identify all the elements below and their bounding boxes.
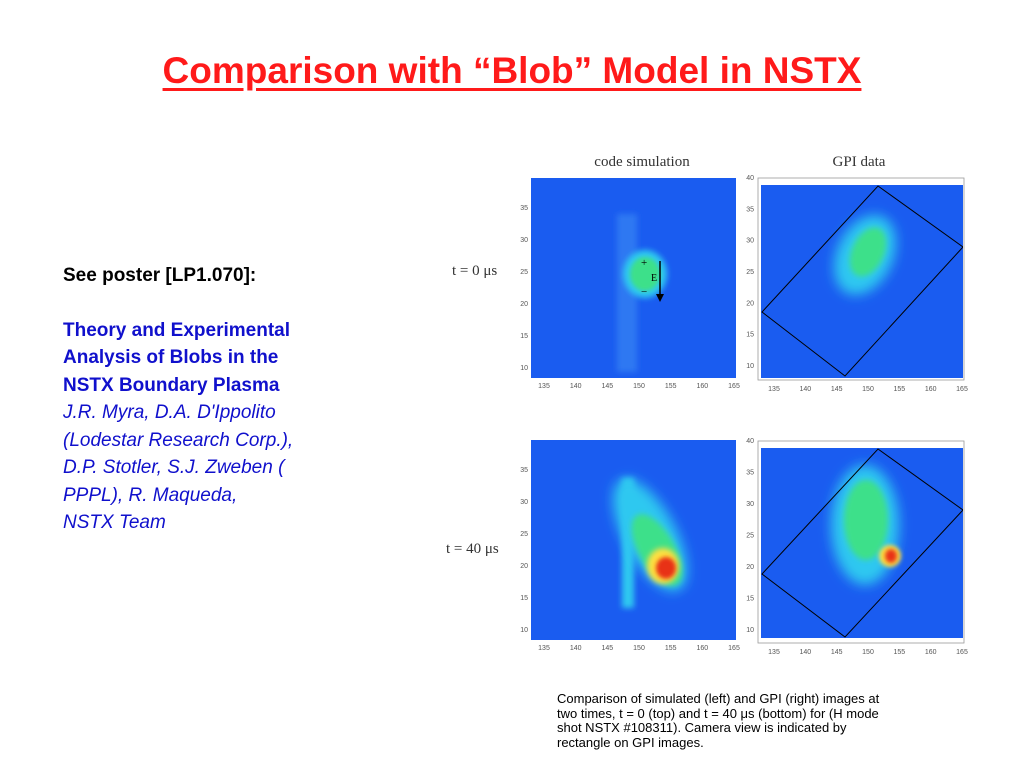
y-tick-label: 20 (746, 300, 754, 307)
y-tick-label: 25 (520, 269, 528, 276)
axis-tick-labels: 135 140 145 150 155 160 165 35 30 25 20 15 10 135 140 1… (520, 175, 968, 656)
figure-caption: Comparison of simulated (left) and GPI (… (557, 691, 935, 750)
x-tick-label: 160 (925, 386, 937, 393)
y-tick-label: 30 (746, 501, 754, 508)
x-tick-label: 140 (570, 383, 582, 390)
y-tick-label: 30 (746, 238, 754, 245)
caption-line: Comparison of simulated (left) and GPI (… (557, 691, 880, 706)
caption-line: rectangle on GPI images. (557, 734, 704, 750)
author-line: NSTX Team (63, 512, 166, 533)
x-tick-label: 165 (728, 645, 740, 652)
column-header-simulation: code simulation (594, 154, 690, 170)
y-tick-label: 15 (746, 332, 754, 339)
y-tick-label: 25 (520, 531, 528, 538)
y-tick-label: 40 (746, 438, 754, 445)
paper-title-line: NSTX Boundary Plasma (63, 374, 280, 396)
x-tick-label: 135 (538, 383, 550, 390)
author-line: D.P. Stotler, S.J. Zweben ( (63, 457, 285, 478)
minus-sign: − (641, 286, 647, 298)
x-tick-label: 140 (799, 649, 811, 656)
author-line: J.R. Myra, D.A. D'Ippolito (63, 402, 276, 423)
y-tick-label: 25 (746, 533, 754, 540)
paper-authors: J.R. Myra, D.A. D'Ippolito (Lodestar Res… (63, 399, 393, 537)
x-tick-label: 140 (570, 645, 582, 652)
caption-line: two times, t = 0 (top) and t = 40 μs (bo… (557, 705, 879, 721)
paper-title-line: Analysis of Blobs in the (63, 347, 279, 368)
x-tick-label: 155 (665, 645, 677, 652)
x-tick-label: 155 (665, 383, 677, 390)
x-tick-label: 160 (696, 645, 708, 652)
author-line: PPPL), R. Maqueda, (63, 484, 238, 506)
x-tick-label: 135 (768, 386, 780, 393)
x-tick-label: 150 (633, 383, 645, 390)
y-tick-label: 35 (746, 470, 754, 477)
y-tick-label: 30 (520, 237, 528, 244)
y-tick-label: 15 (520, 333, 528, 340)
y-tick-label: 15 (520, 595, 528, 602)
x-tick-label: 145 (831, 386, 843, 393)
x-tick-label: 165 (956, 386, 968, 393)
y-tick-label: 30 (520, 499, 528, 506)
y-tick-label: 10 (746, 627, 754, 634)
e-field-label: E (651, 273, 657, 284)
panel-gpi-t40 (757, 440, 965, 644)
author-line: (Lodestar Research Corp.), (63, 429, 294, 451)
caption-line: shot NSTX #108311). Camera view is indic… (557, 720, 847, 735)
x-tick-label: 145 (601, 645, 613, 652)
x-tick-label: 150 (862, 649, 874, 656)
y-tick-label: 20 (520, 301, 528, 308)
x-tick-label: 145 (831, 649, 843, 656)
y-tick-label: 25 (746, 269, 754, 276)
panel-gpi-t0 (757, 177, 965, 381)
poster-reference: See poster [LP1.070]: Theory and Experim… (63, 262, 393, 537)
see-poster-label: See poster [LP1.070]: (63, 265, 257, 286)
x-tick-label: 140 (799, 386, 811, 393)
panel-sim-t40 (531, 440, 736, 640)
slide-title: Comparison with “Blob” Model in NSTX (162, 50, 862, 91)
x-tick-label: 160 (925, 649, 937, 656)
x-tick-label: 145 (601, 383, 613, 390)
x-tick-label: 165 (956, 649, 968, 656)
y-tick-label: 15 (746, 596, 754, 603)
column-header-gpi: GPI data (833, 154, 886, 170)
y-tick-label: 20 (746, 564, 754, 571)
paper-title-line: Theory and Experimental (63, 319, 291, 341)
y-tick-label: 35 (520, 205, 528, 212)
panel-sim-t0: + − E (531, 178, 736, 378)
x-tick-label: 160 (696, 383, 708, 390)
x-tick-label: 155 (893, 649, 905, 656)
y-tick-label: 35 (520, 467, 528, 474)
row-label-t0: t = 0 μs (452, 263, 497, 279)
x-tick-label: 135 (768, 649, 780, 656)
paper-title: Theory and Experimental Analysis of Blob… (63, 317, 393, 400)
x-tick-label: 135 (538, 645, 550, 652)
y-tick-label: 10 (746, 363, 754, 370)
x-tick-label: 150 (862, 386, 874, 393)
y-tick-label: 35 (746, 206, 754, 213)
y-tick-label: 10 (520, 365, 528, 372)
x-tick-label: 155 (893, 386, 905, 393)
x-tick-label: 150 (633, 645, 645, 652)
y-tick-label: 20 (520, 563, 528, 570)
plus-sign: + (641, 257, 647, 269)
y-tick-label: 40 (746, 175, 754, 182)
y-tick-label: 10 (520, 627, 528, 634)
row-label-t40: t = 40 μs (446, 541, 499, 557)
x-tick-label: 165 (728, 383, 740, 390)
